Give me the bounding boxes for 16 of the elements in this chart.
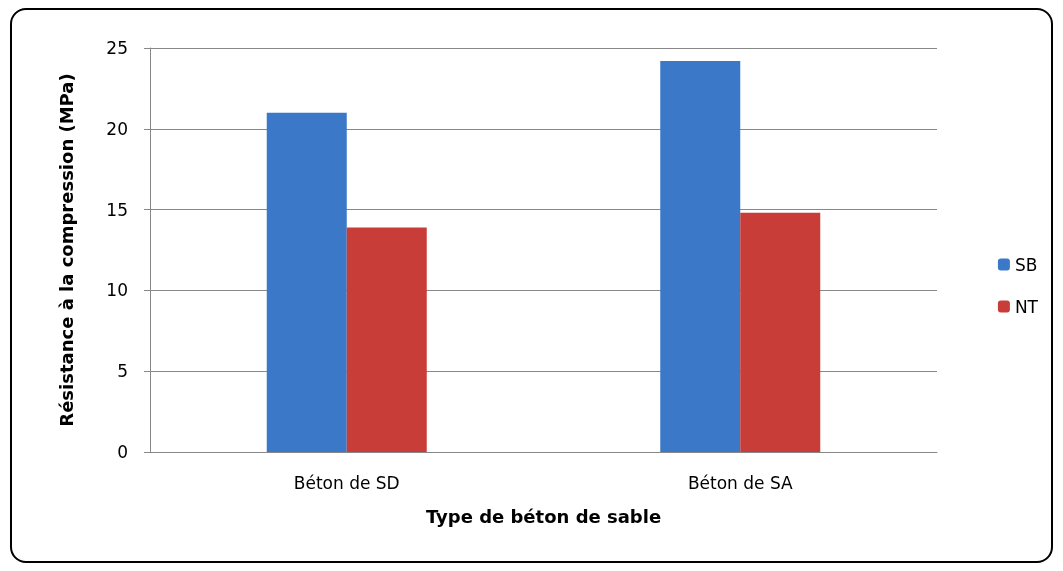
x-tick-label: Béton de SA [687, 472, 793, 493]
legend-label: NT [1014, 296, 1039, 317]
y-tick-label: 5 [117, 361, 128, 382]
y-tick-label: 0 [117, 442, 128, 462]
y-tick-label: 10 [106, 280, 128, 301]
x-axis-title: Type de béton de sable [425, 505, 662, 527]
bar [660, 60, 741, 452]
bar [266, 112, 347, 452]
y-tick-label: 20 [106, 118, 128, 139]
y-tick-label: 15 [106, 199, 128, 220]
x-tick-label: Béton de SD [293, 472, 400, 493]
legend-label: SB [1014, 254, 1038, 275]
bar [346, 227, 427, 452]
y-tick-label: 25 [106, 38, 128, 58]
bar [740, 212, 821, 452]
y-axis-title: Résistance à la compression (MPa) [55, 73, 77, 427]
